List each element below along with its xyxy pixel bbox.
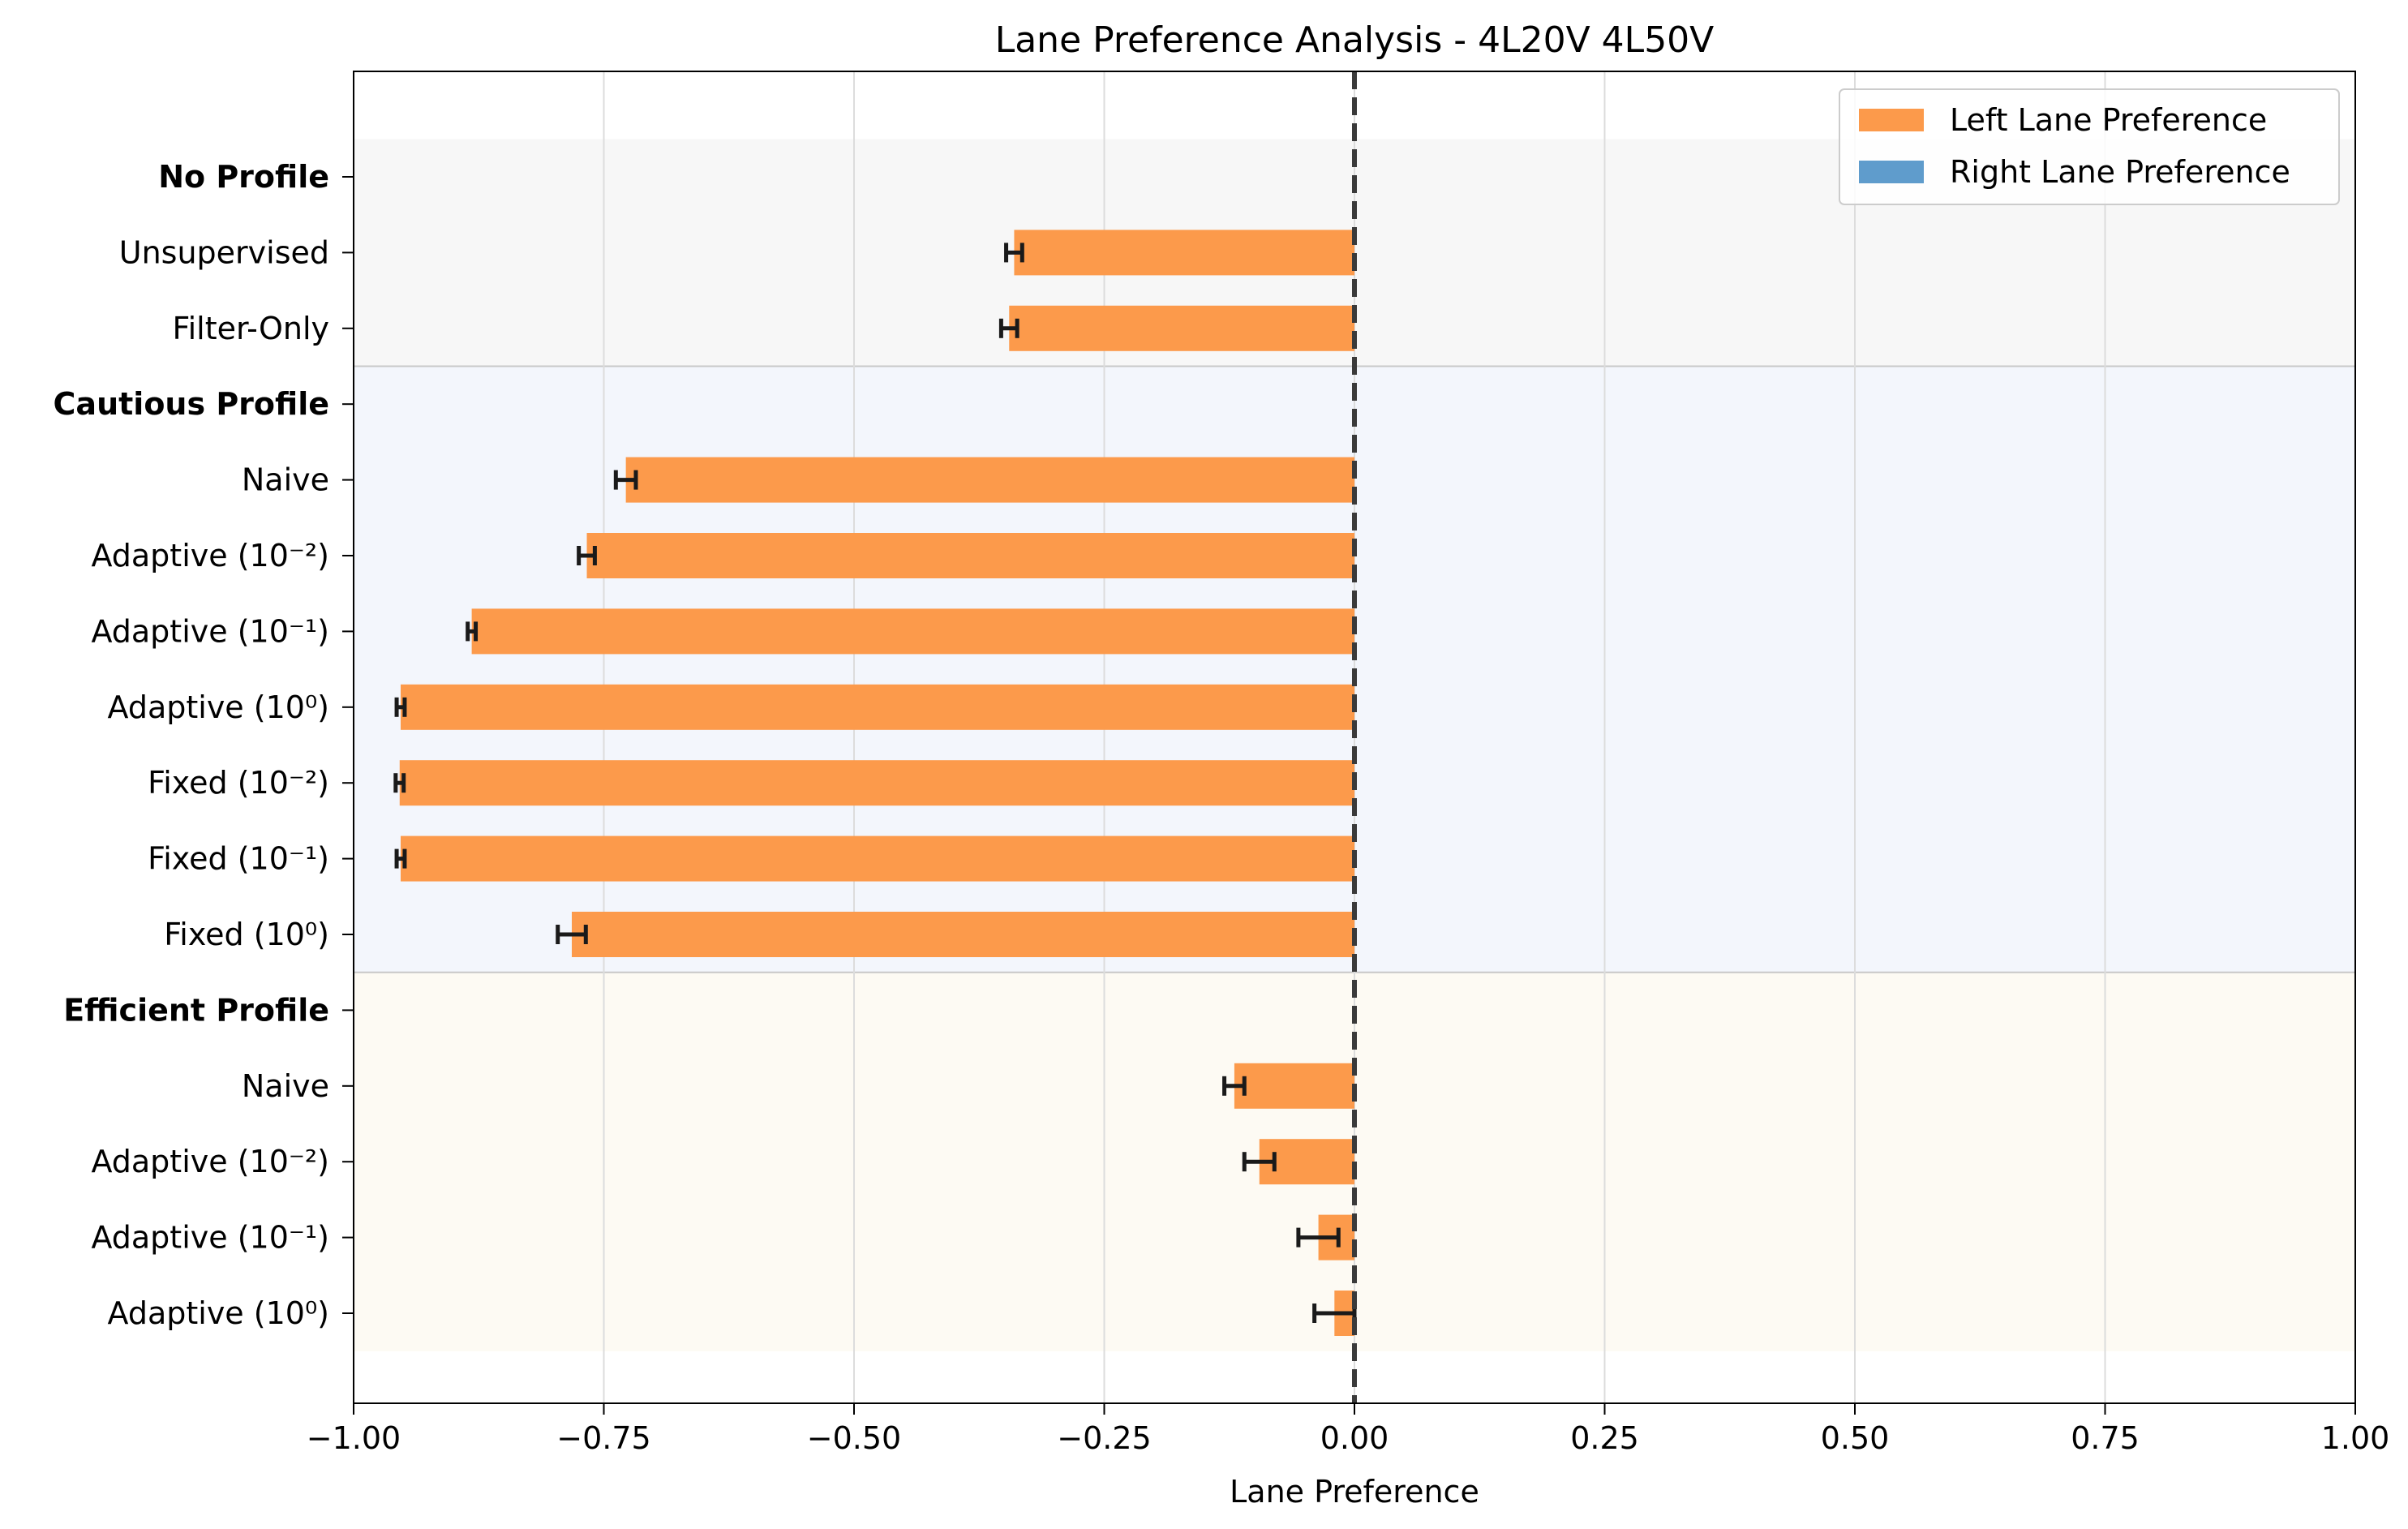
error-bars-layer: [393, 243, 1357, 1323]
x-tick-label: −0.25: [1057, 1420, 1151, 1456]
legend-swatch-right: [1859, 161, 1924, 183]
error-bar: [613, 470, 638, 490]
x-tick-label: 0.00: [1320, 1420, 1389, 1456]
bar: [586, 533, 1354, 578]
x-tick-label: 0.50: [1821, 1420, 1890, 1456]
bar: [399, 760, 1354, 806]
category-label: Unsupervised: [119, 234, 329, 270]
y-axis: No Profile Unsupervised Filter-Only Cautiou…: [54, 159, 354, 1331]
bar: [625, 457, 1354, 503]
error-bar: [1242, 1152, 1277, 1172]
x-tick-label: −0.75: [556, 1420, 650, 1456]
x-tick-label: 0.25: [1570, 1420, 1639, 1456]
category-label: Naive: [242, 462, 329, 498]
bar: [572, 912, 1354, 957]
error-bar: [577, 546, 597, 565]
error-bar: [556, 925, 588, 944]
bar: [1014, 230, 1354, 276]
error-bar: [394, 848, 407, 869]
error-bar: [393, 773, 406, 793]
x-axis-title: Lane Preference: [1230, 1474, 1479, 1510]
legend-box: [1839, 88, 2340, 205]
category-label: Adaptive (10⁰): [108, 689, 330, 725]
error-bar: [1296, 1227, 1341, 1248]
bar: [471, 608, 1354, 655]
bar: [1234, 1063, 1354, 1109]
x-tick-label: 1.00: [2321, 1420, 2390, 1456]
x-tick-label: −0.50: [807, 1420, 901, 1456]
error-bar: [466, 621, 479, 642]
category-label: Naive: [242, 1068, 329, 1104]
category-label: Adaptive (10⁰): [108, 1295, 330, 1331]
legend-label-right: Right Lane Preference: [1950, 154, 2290, 190]
category-label: Filter-Only: [173, 311, 330, 346]
category-label: Adaptive (10⁻²): [91, 538, 329, 573]
bar: [1009, 305, 1354, 351]
bar: [400, 835, 1354, 882]
legend-swatch-left: [1859, 109, 1924, 131]
group-header-label: No Profile: [158, 159, 329, 195]
category-label: Fixed (10⁻²): [148, 765, 329, 801]
legend: Left Lane Preference Right Lane Preferen…: [1839, 88, 2340, 205]
error-bar: [1222, 1076, 1247, 1096]
group-header-label: Cautious Profile: [54, 386, 329, 422]
category-label: Fixed (10⁻¹): [148, 841, 329, 877]
chart-title: Lane Preference Analysis - 4L20V 4L50V: [995, 19, 1715, 61]
error-bar: [394, 697, 407, 717]
x-tick-label: −1.00: [307, 1420, 401, 1456]
x-tick-label: 0.75: [2071, 1420, 2140, 1456]
error-bar: [998, 318, 1019, 338]
category-label: Adaptive (10⁻²): [91, 1144, 329, 1179]
group-header-label: Efficient Profile: [63, 992, 329, 1028]
x-axis: −1.00 −0.75 −0.50 −0.25 0.00 0.25 0.50 0.75 1.00: [307, 1403, 2390, 1456]
bar: [400, 684, 1354, 730]
bars-layer: [399, 230, 1354, 1336]
category-label: Fixed (10⁰): [164, 917, 329, 952]
category-label: Adaptive (10⁻¹): [91, 1220, 329, 1256]
error-bar: [1004, 243, 1024, 263]
category-label: Adaptive (10⁻¹): [91, 613, 329, 649]
legend-label-left: Left Lane Preference: [1950, 102, 2267, 138]
